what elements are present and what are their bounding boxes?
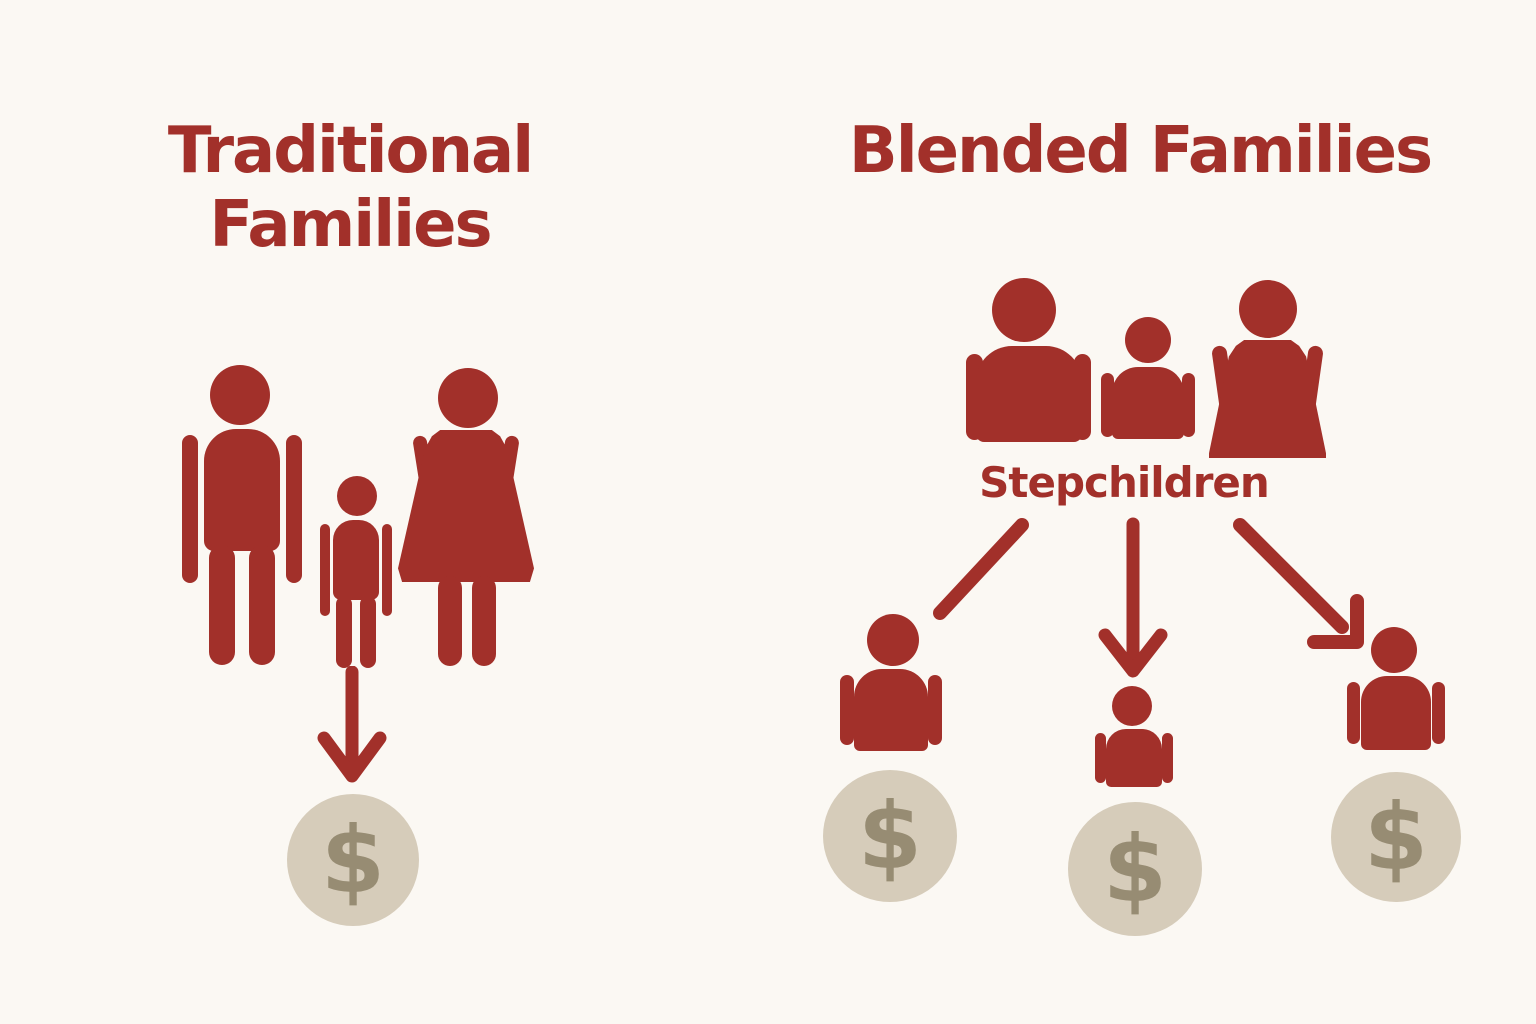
figure-torso	[854, 669, 928, 751]
stepchild-icon	[1347, 626, 1445, 752]
figure-leg	[438, 576, 462, 666]
child-icon	[1101, 315, 1195, 441]
figure-arm	[320, 524, 330, 616]
figure-torso	[976, 346, 1082, 442]
figure-arm	[382, 524, 392, 616]
stepchild-icon	[1095, 685, 1173, 789]
figure-leg	[336, 596, 352, 668]
arrow-diagonal-right-icon	[1233, 518, 1364, 649]
stepchildren-label: Stepchildren	[979, 458, 1270, 507]
figure-arm	[286, 435, 302, 583]
figure-leg	[360, 596, 376, 668]
arrow-down-icon	[317, 666, 387, 783]
dollar-coin: $	[287, 794, 419, 926]
child-icon	[320, 474, 392, 668]
arrow-diagonal-left-icon	[933, 518, 1029, 620]
figure-torso	[1106, 729, 1162, 787]
figure-dress	[1209, 340, 1326, 458]
figure-arm	[1101, 373, 1114, 437]
dollar-symbol: $	[857, 782, 922, 890]
figure-arm	[1432, 682, 1445, 744]
figure-arm	[182, 435, 198, 583]
stepmother-icon	[1205, 278, 1330, 458]
figure-head	[1371, 627, 1417, 673]
figure-arm	[1347, 682, 1360, 744]
figure-arm	[1162, 733, 1173, 783]
traditional-families-title: Traditional Families	[167, 114, 534, 263]
figure-head	[210, 365, 270, 425]
figure-head	[1112, 686, 1152, 726]
figure-leg	[249, 545, 275, 665]
arrow-down-icon	[1098, 517, 1168, 678]
figure-arm	[840, 675, 854, 745]
figure-torso	[333, 520, 379, 600]
figure-head	[1125, 317, 1171, 363]
dollar-symbol: $	[320, 806, 385, 914]
figure-torso	[1361, 676, 1431, 750]
figure-head	[867, 614, 919, 666]
dollar-coin: $	[1331, 772, 1461, 902]
figure-torso	[204, 429, 280, 551]
figure-torso	[1112, 367, 1184, 439]
figure-leg	[209, 545, 235, 665]
father-icon	[182, 363, 302, 665]
figure-head	[1239, 280, 1297, 338]
dollar-symbol: $	[1363, 783, 1428, 891]
blended-families-title: Blended Families	[848, 114, 1433, 188]
figure-arm	[1095, 733, 1106, 783]
dollar-symbol: $	[1102, 815, 1167, 923]
figure-leg	[472, 576, 496, 666]
dollar-coin: $	[823, 770, 957, 902]
figure-head	[992, 278, 1056, 342]
mother-icon	[398, 366, 534, 666]
stepchild-icon	[838, 613, 944, 753]
figure-head	[438, 368, 498, 428]
figure-head	[337, 476, 377, 516]
figure-arm	[928, 675, 942, 745]
stepfather-icon	[966, 278, 1091, 442]
dollar-coin: $	[1068, 802, 1202, 936]
figure-arm	[1182, 373, 1195, 437]
